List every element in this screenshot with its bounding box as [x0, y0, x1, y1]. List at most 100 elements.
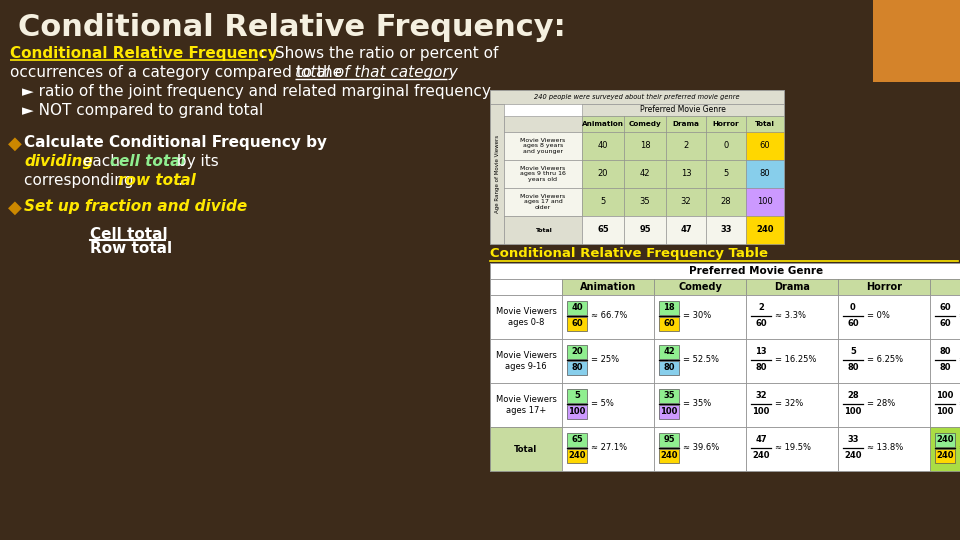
Text: 240: 240 — [660, 451, 678, 461]
Bar — [838, 339, 930, 383]
Text: 100: 100 — [568, 408, 586, 416]
Text: Conditional Relative Frequency:: Conditional Relative Frequency: — [18, 13, 565, 42]
Text: ► ratio of the joint frequency and related marginal frequency: ► ratio of the joint frequency and relat… — [22, 84, 491, 99]
Text: = 30%: = 30% — [683, 312, 711, 321]
Bar — [666, 216, 706, 244]
Bar — [659, 433, 679, 447]
Bar — [654, 279, 746, 295]
Bar — [746, 132, 784, 160]
Bar — [504, 188, 582, 216]
Text: Preferred Movie Genre: Preferred Movie Genre — [689, 266, 823, 276]
Text: 60: 60 — [756, 320, 767, 328]
Text: Movie Viewers
ages 17 and
older: Movie Viewers ages 17 and older — [520, 194, 565, 210]
Bar — [746, 188, 784, 216]
Text: Drama: Drama — [673, 121, 700, 127]
Text: 33: 33 — [720, 226, 732, 234]
Text: = 100%: = 100% — [959, 355, 960, 364]
Text: 40: 40 — [571, 303, 583, 313]
Text: 100: 100 — [757, 198, 773, 206]
Bar — [582, 188, 624, 216]
Bar — [490, 279, 562, 295]
Text: ≈ 13.8%: ≈ 13.8% — [867, 443, 903, 453]
Text: Preferred Movie Genre: Preferred Movie Genre — [640, 105, 726, 114]
Bar — [567, 449, 587, 463]
Bar — [666, 160, 706, 188]
Text: Animation: Animation — [582, 121, 624, 127]
Bar — [746, 160, 784, 188]
Text: ► NOT compared to grand total: ► NOT compared to grand total — [22, 103, 263, 118]
Text: corresponding: corresponding — [24, 173, 138, 188]
Bar — [582, 104, 784, 116]
Text: 100: 100 — [753, 408, 770, 416]
Text: ◆: ◆ — [8, 199, 22, 217]
Text: = 28%: = 28% — [867, 400, 896, 408]
Text: 13: 13 — [681, 170, 691, 179]
Text: 0: 0 — [724, 141, 729, 151]
Text: Conditional Relative Frequency Table: Conditional Relative Frequency Table — [490, 247, 768, 260]
Text: = 35%: = 35% — [683, 400, 711, 408]
Bar — [624, 160, 666, 188]
Text: 60: 60 — [939, 320, 950, 328]
Bar — [490, 427, 562, 471]
Text: 28: 28 — [721, 198, 732, 206]
Text: Horror: Horror — [712, 121, 739, 127]
Bar — [490, 295, 562, 339]
Text: .: . — [177, 173, 181, 188]
Bar — [490, 90, 784, 244]
Text: 80: 80 — [571, 363, 583, 373]
Bar — [654, 295, 746, 339]
Text: 20: 20 — [571, 348, 583, 356]
Bar — [746, 295, 838, 339]
Text: 35: 35 — [639, 198, 650, 206]
Bar — [659, 301, 679, 315]
Text: 33: 33 — [848, 435, 859, 444]
Bar — [838, 427, 930, 471]
Bar — [659, 317, 679, 331]
Text: = 5%: = 5% — [591, 400, 613, 408]
Bar — [935, 449, 955, 463]
Bar — [624, 116, 666, 132]
Text: 2: 2 — [684, 141, 688, 151]
Bar — [654, 383, 746, 427]
Bar — [659, 361, 679, 375]
Text: Set up fraction and divide: Set up fraction and divide — [24, 199, 248, 214]
Text: 32: 32 — [681, 198, 691, 206]
Text: 5: 5 — [574, 392, 580, 401]
Bar — [490, 90, 784, 104]
Text: ≈ 3.3%: ≈ 3.3% — [775, 312, 806, 321]
Text: ≈ 27.1%: ≈ 27.1% — [591, 443, 627, 453]
Text: ◆: ◆ — [8, 135, 22, 153]
Bar — [567, 389, 587, 403]
Text: 80: 80 — [759, 170, 770, 179]
Bar — [567, 301, 587, 315]
Text: 95: 95 — [663, 435, 675, 444]
Text: Movie Viewers
ages 9 thru 16
years old: Movie Viewers ages 9 thru 16 years old — [520, 166, 566, 183]
Bar — [562, 295, 654, 339]
Text: ≈ 19.5%: ≈ 19.5% — [775, 443, 811, 453]
Text: 65: 65 — [597, 226, 609, 234]
Bar — [582, 160, 624, 188]
Text: = 6.25%: = 6.25% — [867, 355, 903, 364]
Text: 60: 60 — [847, 320, 859, 328]
Text: = 0%: = 0% — [867, 312, 890, 321]
Bar — [582, 116, 624, 132]
Text: 60: 60 — [571, 320, 583, 328]
Text: = 100%: = 100% — [959, 400, 960, 408]
Text: ≈ 39.6%: ≈ 39.6% — [683, 443, 719, 453]
Text: 240: 240 — [756, 226, 774, 234]
Bar — [654, 427, 746, 471]
Text: Cell total: Cell total — [90, 227, 168, 242]
Text: 18: 18 — [639, 141, 650, 151]
Text: 100: 100 — [844, 408, 862, 416]
Text: Age Range of Movie Viewers: Age Range of Movie Viewers — [494, 135, 499, 213]
Text: 0: 0 — [851, 303, 856, 313]
Text: 47: 47 — [681, 226, 692, 234]
Bar — [490, 339, 562, 383]
Text: 240: 240 — [844, 451, 862, 461]
Text: = 32%: = 32% — [775, 400, 804, 408]
Bar — [935, 433, 955, 447]
Text: 40: 40 — [598, 141, 609, 151]
Bar — [504, 132, 582, 160]
Text: = 100%: = 100% — [959, 312, 960, 321]
Text: total of that category: total of that category — [295, 65, 458, 80]
